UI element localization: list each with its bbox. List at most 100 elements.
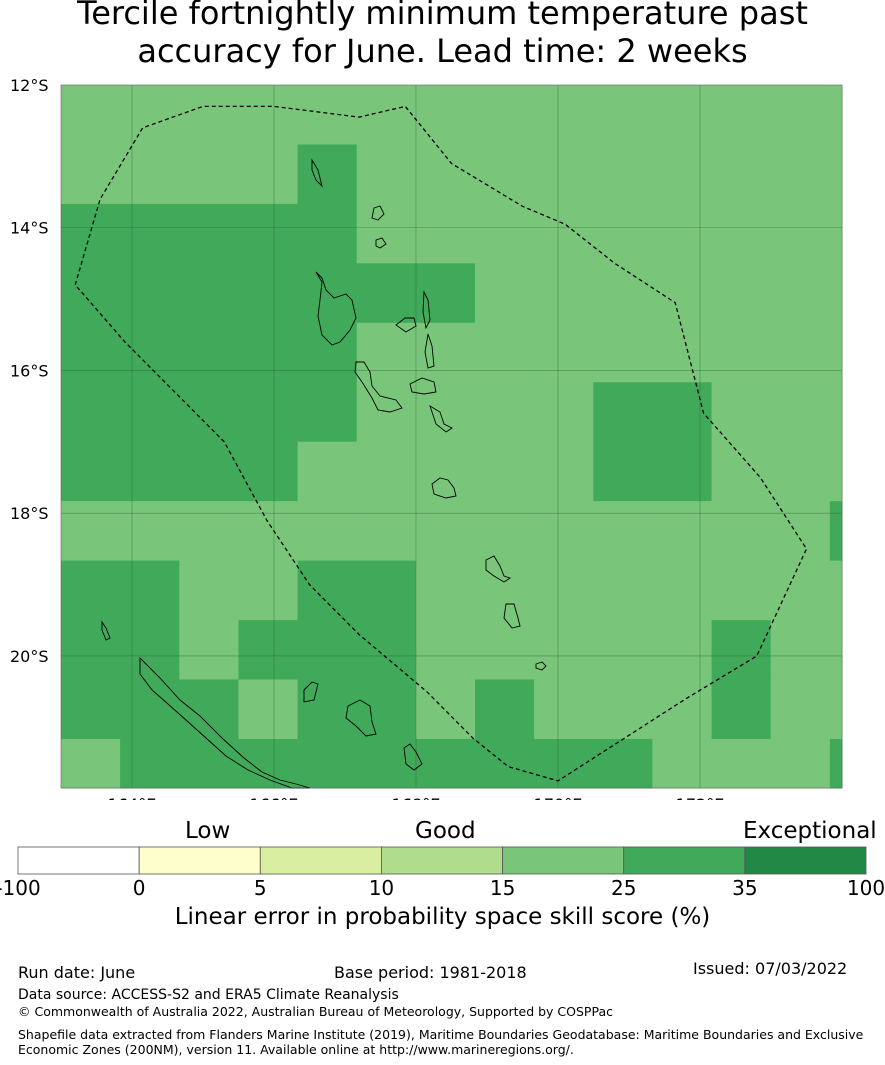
- skill-cell: [534, 144, 594, 205]
- skill-cell: [120, 560, 180, 621]
- island-outline: [354, 361, 403, 413]
- skill-cell: [652, 738, 713, 789]
- skill-cell: [356, 738, 417, 789]
- skill-cell: [475, 501, 535, 562]
- skill-cell: [770, 620, 831, 681]
- title-line-2: accuracy for June. Lead time: 2 weeks: [137, 32, 748, 70]
- skill-cell: [297, 203, 358, 264]
- island-outline: [424, 333, 435, 369]
- island-outline: [311, 158, 323, 188]
- map-frame: [60, 84, 843, 789]
- copyright: © Commonwealth of Australia 2022, Austra…: [18, 1004, 613, 1019]
- island-outline: [535, 661, 547, 671]
- colorbar-word-exceptional: Exceptional: [743, 818, 877, 844]
- skill-cell: [711, 85, 772, 145]
- island-outline: [303, 681, 319, 703]
- skill-cell: [415, 322, 476, 383]
- skill-cell: [534, 263, 594, 324]
- skill-cell: [770, 560, 831, 621]
- skill-cell: [534, 441, 594, 502]
- skill-cell: [61, 263, 121, 324]
- skill-cell: [829, 263, 843, 324]
- skill-cell: [475, 382, 535, 443]
- skill-cell: [179, 263, 239, 324]
- skill-cell: [711, 501, 772, 562]
- skill-cell: [179, 322, 239, 383]
- island-outline: [101, 620, 111, 641]
- skill-cell: [356, 501, 417, 562]
- colorbar-tick-label: -100: [0, 876, 41, 900]
- colorbar-swatch: [138, 846, 261, 875]
- skill-cell: [179, 620, 239, 681]
- skill-cell: [711, 738, 772, 789]
- skill-cell: [829, 620, 843, 681]
- colorbar-tick-label: 15: [490, 876, 515, 900]
- colorbar-swatch: [744, 846, 867, 875]
- skill-cell: [356, 382, 417, 443]
- skill-cell: [593, 322, 653, 383]
- skill-cell: [120, 738, 180, 789]
- skill-cell: [120, 441, 180, 502]
- skill-cell: [238, 560, 299, 621]
- skill-cell: [179, 382, 239, 443]
- skill-cell: [711, 382, 772, 443]
- skill-cell: [238, 620, 299, 681]
- skill-cell: [120, 620, 180, 681]
- skill-cell: [356, 263, 417, 324]
- skill-cell: [238, 322, 299, 383]
- skill-cell: [120, 679, 180, 740]
- skill-cell: [238, 203, 299, 264]
- skill-cell: [829, 85, 843, 145]
- skill-cell: [534, 382, 594, 443]
- colorbar-tick-label: 35: [732, 876, 757, 900]
- base-period: Base period: 1981-2018: [334, 963, 527, 982]
- skill-cell: [652, 203, 713, 264]
- colorbar-tick-label: 25: [611, 876, 636, 900]
- skill-cell: [179, 203, 239, 264]
- skill-cell: [238, 144, 299, 205]
- lon-tick-label: 168°E: [392, 795, 441, 800]
- skill-cell: [829, 144, 843, 205]
- skill-cell: [593, 144, 653, 205]
- skill-cell: [534, 738, 594, 789]
- colorbar-tick-label: 0: [133, 876, 146, 900]
- skill-cell: [475, 85, 535, 145]
- skill-cell: [652, 441, 713, 502]
- skill-cell: [593, 85, 653, 145]
- skill-cell: [593, 738, 653, 789]
- skill-cell: [238, 441, 299, 502]
- skill-cell: [829, 501, 843, 562]
- skill-cell: [120, 263, 180, 324]
- skill-cell: [475, 263, 535, 324]
- lon-tick-label: 166°E: [250, 795, 299, 800]
- skill-cell: [415, 85, 476, 145]
- skill-cell: [711, 263, 772, 324]
- skill-cell: [179, 85, 239, 145]
- skill-cell: [534, 322, 594, 383]
- skill-cell: [829, 322, 843, 383]
- skill-cell: [356, 560, 417, 621]
- skill-cell: [770, 738, 831, 789]
- issued-date: Issued: 07/03/2022: [693, 959, 848, 978]
- skill-cell: [711, 679, 772, 740]
- lon-tick-label: 164°E: [108, 795, 157, 800]
- island-outline: [315, 271, 357, 346]
- skill-cell: [711, 144, 772, 205]
- skill-cell: [829, 441, 843, 502]
- skill-cell: [120, 322, 180, 383]
- skill-cell: [770, 322, 831, 383]
- skill-cell: [534, 501, 594, 562]
- island-outline: [345, 699, 377, 737]
- skill-cell: [415, 382, 476, 443]
- skill-cell: [297, 738, 358, 789]
- skill-cell: [179, 144, 239, 205]
- skill-cell: [415, 560, 476, 621]
- island-outline: [422, 290, 431, 330]
- skill-cell: [770, 85, 831, 145]
- skill-map: 12°S 14°S 16°S 18°S 20°S 164°E 166°E 168°E 170°E…: [10, 76, 843, 800]
- skill-cell: [829, 679, 843, 740]
- skill-cell: [120, 144, 180, 205]
- skill-cell: [829, 560, 843, 621]
- skill-cell: [770, 203, 831, 264]
- skill-cell: [770, 263, 831, 324]
